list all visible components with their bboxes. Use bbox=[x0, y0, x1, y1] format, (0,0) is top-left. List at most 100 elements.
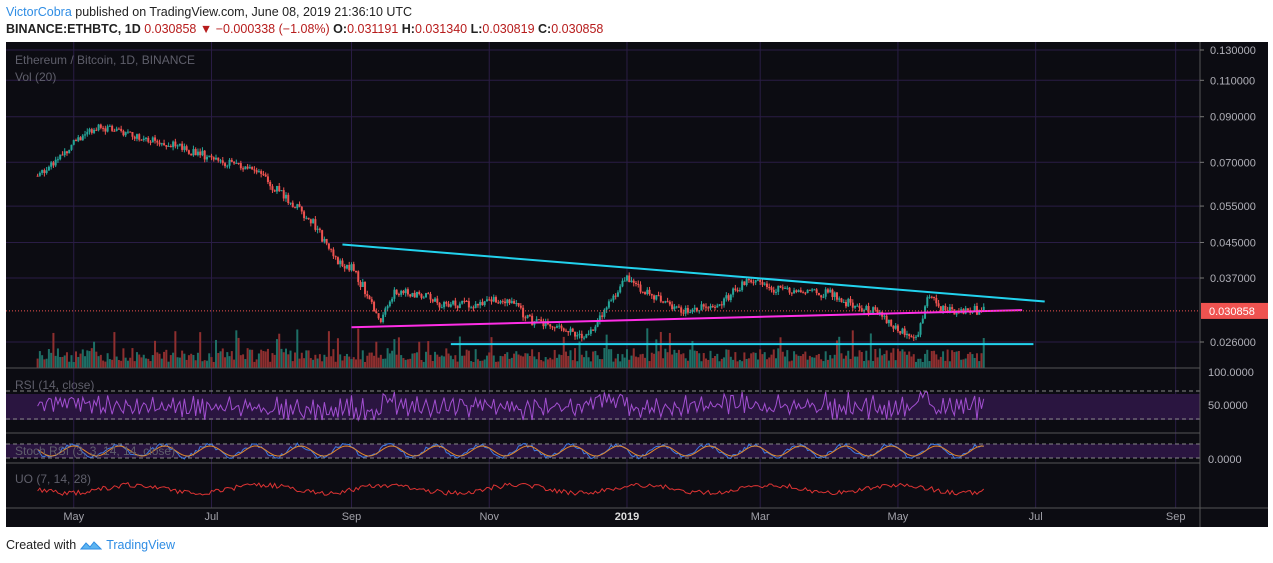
candle-body bbox=[605, 307, 608, 310]
candle-body bbox=[763, 283, 766, 285]
volume-bar bbox=[330, 356, 333, 368]
chart-grid bbox=[6, 42, 1200, 508]
volume-bar bbox=[770, 354, 773, 368]
time-tick-label: 2019 bbox=[615, 511, 639, 523]
candle-body bbox=[244, 166, 247, 170]
candle-body bbox=[212, 157, 215, 160]
price-tick-label: 0.090000 bbox=[1210, 112, 1256, 124]
volume-bar bbox=[517, 354, 520, 368]
volume-bar bbox=[418, 341, 421, 368]
candle-body bbox=[431, 299, 434, 302]
volume-bar bbox=[510, 357, 513, 368]
ascending-support-line[interactable] bbox=[351, 309, 1023, 329]
volume-bar bbox=[131, 348, 134, 368]
time-axis[interactable]: May Jul Sep Nov 2019 Mar May Jul Sep bbox=[63, 511, 1185, 523]
candle-body bbox=[97, 124, 100, 131]
volume-bar bbox=[675, 352, 678, 368]
volume-bar bbox=[352, 357, 355, 368]
volume-bar bbox=[702, 353, 705, 368]
volume-bar bbox=[928, 361, 931, 368]
candle-body bbox=[894, 325, 897, 329]
candle-body bbox=[476, 303, 479, 306]
candle-body bbox=[691, 309, 694, 312]
tradingview-logo-icon bbox=[80, 541, 103, 550]
chart-panel[interactable]: 0.130000 0.110000 0.090000 0.070000 0.055000… bbox=[6, 42, 1268, 527]
volume-bar bbox=[738, 359, 741, 368]
candle-body bbox=[666, 301, 669, 303]
volume-bar bbox=[463, 355, 466, 368]
candle-body bbox=[784, 287, 787, 289]
candle-body bbox=[395, 289, 398, 295]
candle-body bbox=[675, 306, 678, 308]
volume-bar bbox=[659, 331, 662, 368]
tradingview-link[interactable]: TradingView bbox=[106, 538, 175, 552]
candle-body bbox=[104, 128, 107, 132]
volume-bar bbox=[743, 352, 746, 368]
volume-bar bbox=[637, 357, 640, 368]
candle-body bbox=[413, 292, 416, 298]
volume-bar bbox=[772, 349, 775, 368]
candle-body bbox=[366, 294, 369, 297]
price-axis[interactable]: 0.130000 0.110000 0.090000 0.070000 0.055000… bbox=[1200, 45, 1268, 349]
volume-bar bbox=[863, 360, 866, 368]
candle-body bbox=[54, 159, 57, 166]
trend-lines[interactable] bbox=[342, 243, 1045, 346]
author-link[interactable]: VictorCobra bbox=[6, 5, 72, 19]
volume-bar bbox=[388, 353, 391, 368]
candle-body bbox=[440, 307, 443, 309]
volume-bar bbox=[294, 352, 297, 368]
volume-bar bbox=[474, 349, 477, 368]
candle-body bbox=[68, 149, 71, 154]
symbol-label: BINANCE:ETHBTC, 1D bbox=[6, 22, 141, 36]
candle-body bbox=[411, 292, 414, 297]
candle-body bbox=[102, 127, 105, 129]
volume-bar bbox=[278, 333, 281, 368]
volume-bar bbox=[632, 348, 635, 368]
volume-bar bbox=[183, 353, 186, 368]
volume-bar bbox=[569, 350, 572, 368]
candle-body bbox=[382, 314, 385, 323]
volume-bar bbox=[273, 354, 276, 368]
candle-body bbox=[246, 166, 249, 169]
candle-body bbox=[239, 163, 242, 169]
candle-body bbox=[594, 326, 597, 331]
volume-bar bbox=[289, 350, 292, 368]
candle-body bbox=[874, 307, 877, 310]
volume-bar bbox=[47, 349, 50, 368]
candle-body bbox=[404, 289, 407, 294]
candle-body bbox=[41, 170, 44, 173]
rsi-tick-50: 50.0000 bbox=[1208, 400, 1248, 412]
volume-bar bbox=[185, 359, 188, 368]
volume-bar bbox=[501, 356, 504, 368]
candle-body bbox=[978, 310, 981, 315]
volume-bar bbox=[784, 356, 787, 368]
candle-body bbox=[495, 297, 497, 303]
volume-bar bbox=[38, 351, 41, 368]
candle-body bbox=[693, 307, 696, 310]
candle-body bbox=[391, 298, 394, 302]
candle-body bbox=[235, 162, 238, 164]
candle-body bbox=[899, 331, 902, 334]
volume-bar bbox=[824, 351, 827, 368]
volume-bar bbox=[707, 359, 710, 368]
candle-body bbox=[596, 321, 599, 327]
candle-body bbox=[420, 294, 423, 298]
candle-body bbox=[355, 271, 357, 273]
volume-bar bbox=[515, 351, 518, 368]
volume-bar bbox=[583, 357, 586, 368]
volume-bar bbox=[400, 355, 403, 368]
volume-bar bbox=[122, 348, 125, 368]
candle-body bbox=[176, 145, 179, 147]
candle-body bbox=[607, 301, 610, 308]
descending-resistance-line[interactable] bbox=[342, 243, 1045, 303]
candle-body bbox=[711, 305, 714, 307]
volume-bar bbox=[364, 361, 367, 368]
volume-bar bbox=[111, 359, 114, 368]
volume-bar bbox=[154, 340, 157, 368]
chart-canvas[interactable]: 0.130000 0.110000 0.090000 0.070000 0.055000… bbox=[6, 42, 1268, 527]
candle-body bbox=[135, 134, 138, 139]
candle-body bbox=[129, 131, 132, 133]
candle-body bbox=[668, 301, 671, 305]
candle-body bbox=[499, 301, 502, 304]
volume-bar bbox=[140, 357, 143, 368]
